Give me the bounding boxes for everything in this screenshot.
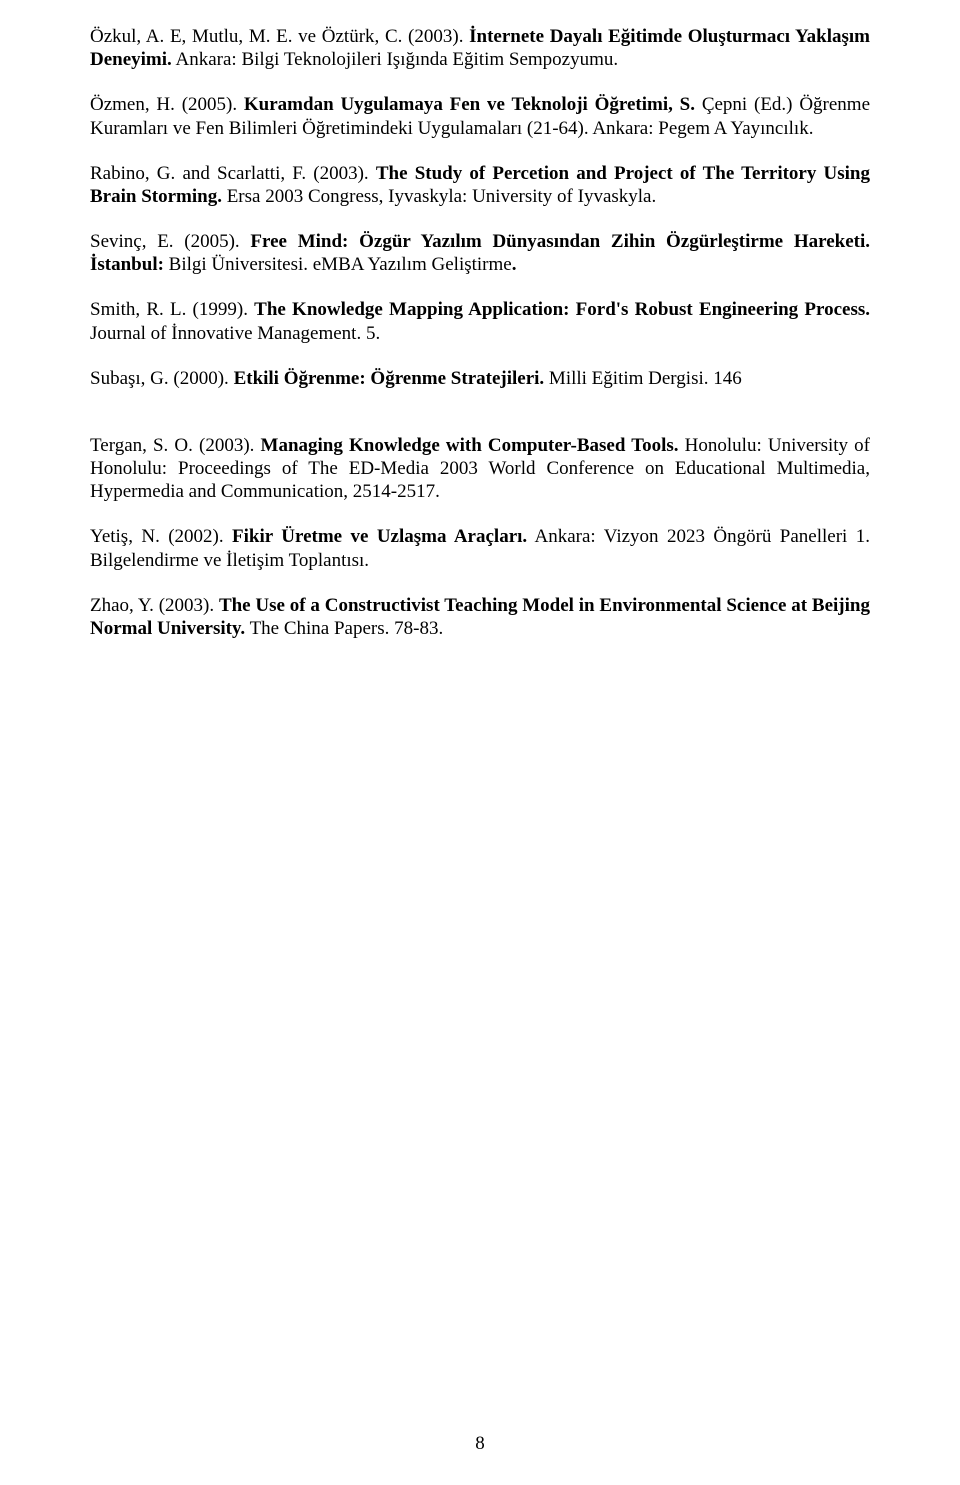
reference-entry: Subaşı, G. (2000). Etkili Öğrenme: Öğren… (90, 367, 870, 390)
page-container: Özkul, A. E, Mutlu, M. E. ve Öztürk, C. … (0, 0, 960, 1485)
ref-text: Özmen, H. (2005). (90, 94, 244, 115)
ref-text: Bilgi Üniversitesi. eMBA Yazılım Gelişti… (164, 254, 512, 275)
ref-title: The Knowledge Mapping Application: Ford'… (254, 299, 870, 320)
ref-text: Milli Eğitim Dergisi. 146 (544, 368, 742, 389)
page-number: 8 (0, 1433, 960, 1455)
ref-text: Ankara: Bilgi Teknolojileri Işığında Eği… (172, 49, 618, 70)
reference-entry: Yetiş, N. (2002). Fikir Üretme ve Uzlaşm… (90, 525, 870, 571)
reference-entry: Tergan, S. O. (2003). Managing Knowledge… (90, 434, 870, 504)
reference-entry: Özkul, A. E, Mutlu, M. E. ve Öztürk, C. … (90, 25, 870, 71)
ref-text: The China Papers. 78-83. (245, 618, 443, 639)
reference-entry: Rabino, G. and Scarlatti, F. (2003). The… (90, 162, 870, 208)
ref-text: Rabino, G. and Scarlatti, F. (2003). (90, 163, 376, 184)
ref-text: Subaşı, G. (2000). (90, 368, 234, 389)
ref-title: Fikir Üretme ve Uzlaşma Araçları. (232, 526, 527, 547)
reference-entry: Smith, R. L. (1999). The Knowledge Mappi… (90, 298, 870, 344)
ref-dot: . (512, 254, 517, 275)
reference-entry: Zhao, Y. (2003). The Use of a Constructi… (90, 594, 870, 640)
ref-title: Kuramdan Uygulamaya Fen ve Teknoloji Öğr… (244, 94, 695, 115)
ref-text: Sevinç, E. (2005). (90, 231, 250, 252)
reference-entry: Özmen, H. (2005). Kuramdan Uygulamaya Fe… (90, 93, 870, 139)
ref-text: Özkul, A. E, Mutlu, M. E. ve Öztürk, C. … (90, 26, 469, 47)
ref-title: Managing Knowledge with Computer-Based T… (261, 435, 679, 456)
ref-text: Journal of İnnovative Management. 5. (90, 323, 380, 344)
ref-text: Tergan, S. O. (2003). (90, 435, 261, 456)
ref-title: Etkili Öğrenme: Öğrenme Stratejileri. (234, 368, 545, 389)
reference-entry: Sevinç, E. (2005). Free Mind: Özgür Yazı… (90, 230, 870, 276)
ref-text: Smith, R. L. (1999). (90, 299, 254, 320)
ref-text: Yetiş, N. (2002). (90, 526, 232, 547)
ref-text: Ersa 2003 Congress, Iyvaskyla: Universit… (222, 186, 656, 207)
ref-text: Zhao, Y. (2003). (90, 595, 219, 616)
